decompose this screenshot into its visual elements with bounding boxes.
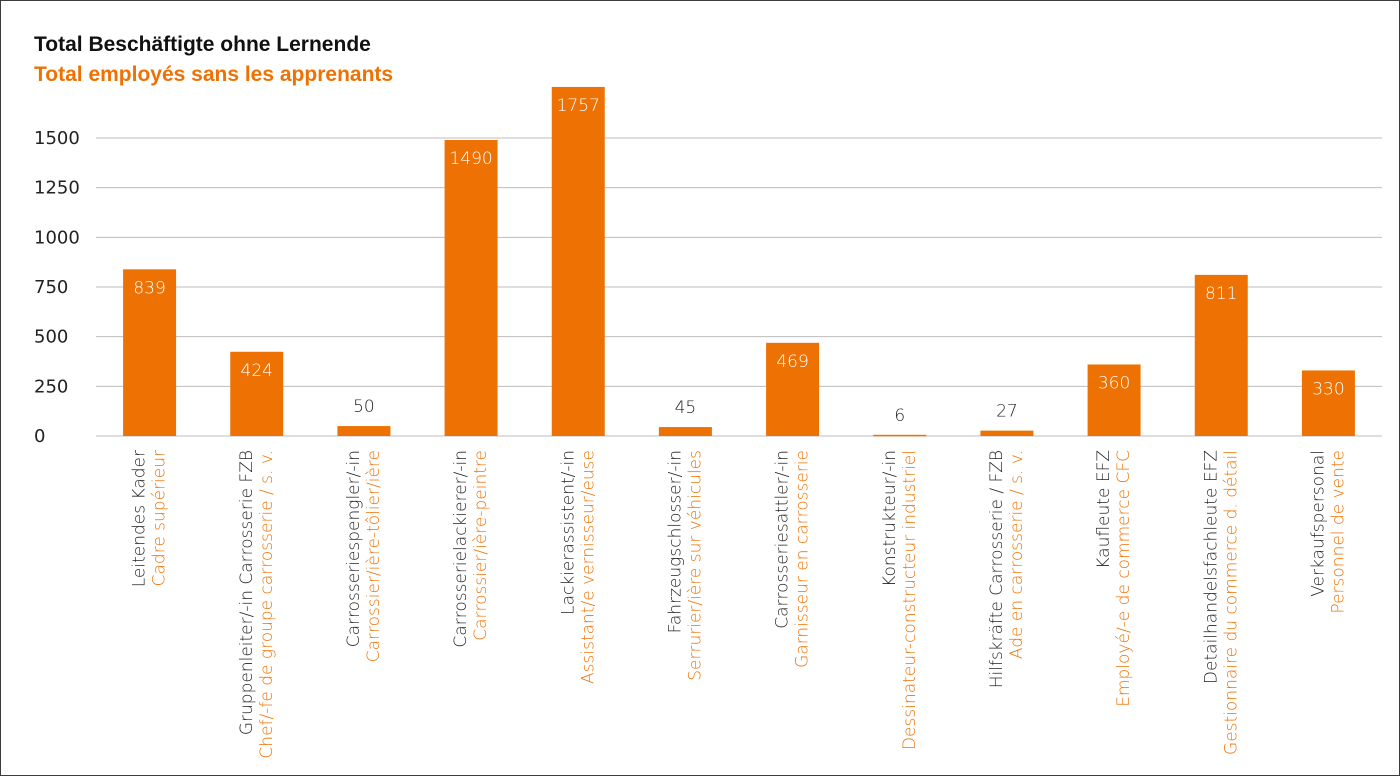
category-label-fr: Carrossier/ière-tôlier/ière [364,450,384,662]
category-label-de: Lackierassistent/-in [558,450,578,615]
data-label: 424 [241,361,273,381]
grid-lines [96,137,1382,437]
data-label: 1490 [449,149,492,169]
value-labels: 839 424 50 1490 1757 45 469 6 27 360 811 330 [133,96,1344,426]
data-label: 469 [776,352,808,372]
data-label: 811 [1205,284,1237,304]
y-tick-label: 250 [34,376,68,397]
bar [123,269,177,436]
y-tick-label: 1500 [34,128,80,149]
bar [551,86,605,436]
category-label-de: Carrosserielackierer/-in [451,450,471,648]
bar [1301,370,1355,436]
data-label: 45 [675,398,697,418]
category-label: Fahrzeugschlosser/-in Serrurier/ière sur … [665,450,705,681]
category-label-fr: Cadre supérieur [150,450,170,586]
bar [230,351,284,436]
category-label: Gruppenleiter/-in Carrosserie FZB Chef/-f… [237,450,277,759]
data-label: 27 [996,402,1018,422]
category-label-fr: Carrossier/ière-peintre [471,450,491,641]
category-label-fr: Dessinateur-constructeur industriel [900,450,920,750]
category-label-de: Hilfskräfte Carrosserie / FZB [987,450,1007,688]
chart-title: Total Beschäftigte ohne Lernende [34,33,371,56]
category-label-fr: Gestionnaire du commerce d. détail [1221,450,1241,755]
bars [123,86,1355,437]
category-label: Hilfskräfte Carrosserie / FZB Ade en carr… [987,450,1027,688]
category-label-fr: Personnel de vente [1328,450,1348,614]
y-tick-label: 500 [34,327,68,348]
category-labels: Leitendes Kader Cadre supérieur Gruppenlei… [130,450,1349,759]
category-label-fr: Employé/-e de commerce CFC [1114,450,1134,707]
data-label: 1757 [557,96,600,116]
data-label: 50 [353,397,375,417]
y-tick-label: 0 [34,426,45,447]
category-label: Leitendes Kader Cadre supérieur [130,450,170,587]
category-label-de: Kaufleute EFZ [1094,450,1114,569]
y-tick-label: 1000 [34,227,80,248]
category-label-de: Verkaufspersonal [1308,450,1328,597]
bar [980,430,1034,436]
bar [1194,274,1248,436]
category-label: Carrosserielackierer/-in Carrossier/ière-… [451,450,491,648]
category-label-de: Carrosseriespengler/-in [344,450,364,647]
category-label: Detailhandelsfachleute EFZ Gestionnaire d… [1201,450,1241,755]
y-axis-ticks: 0 250 500 750 1000 1250 1500 [34,128,80,447]
data-label: 839 [133,278,165,298]
bar [766,342,820,436]
category-label-fr: Ade en carrosserie / s. v. [1007,450,1027,659]
category-label: Kaufleute EFZ Employé/-e de commerce CFC [1094,450,1134,707]
category-label-fr: Assistant/e vernisseur/euse [578,450,598,684]
category-label-de: Carrosseriesattler/-in [773,450,793,629]
category-label-fr: Chef/-fe de groupe carrosserie / s. v. [257,450,277,759]
category-label-de: Fahrzeugschlosser/-in [665,450,685,633]
category-label: Lackierassistent/-in Assistant/e vernisse… [558,450,598,684]
category-label: Konstrukteur/-in Dessinateur-constructeur… [880,450,920,750]
category-label-fr: Serrurier/ière sur véhicules [685,450,705,681]
bar [337,426,391,436]
bar [873,434,927,437]
category-label-de: Leitendes Kader [130,450,150,587]
y-tick-label: 750 [34,277,68,298]
category-label-de: Gruppenleiter/-in Carrosserie FZB [237,450,257,735]
category-label-fr: Garnisseur en carrosserie [793,450,813,668]
category-label: Verkaufspersonal Personnel de vente [1308,450,1348,614]
data-label: 6 [894,406,905,426]
y-tick-label: 1250 [34,178,80,199]
category-label-de: Detailhandelsfachleute EFZ [1201,450,1221,684]
data-label: 330 [1312,379,1344,399]
bar [1087,364,1141,436]
category-label: Carrosseriesattler/-in Garnisseur en carr… [773,450,813,668]
data-label: 360 [1098,373,1130,393]
bar [658,427,712,436]
category-label: Carrosseriespengler/-in Carrossier/ière-t… [344,450,384,662]
category-label-de: Konstrukteur/-in [880,450,900,587]
bar [444,139,498,437]
chart-subtitle: Total employés sans les apprenants [34,63,394,86]
